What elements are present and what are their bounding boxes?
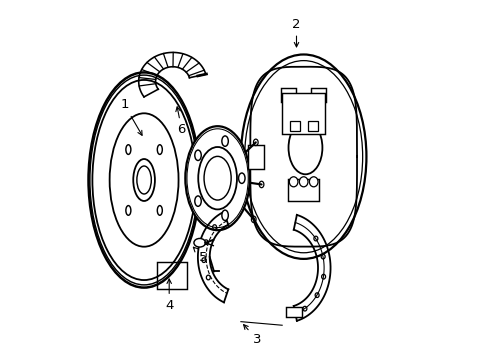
Ellipse shape: [238, 173, 244, 183]
FancyBboxPatch shape: [281, 88, 296, 102]
Ellipse shape: [88, 72, 199, 288]
Ellipse shape: [222, 210, 228, 220]
Ellipse shape: [185, 126, 249, 230]
Text: 2: 2: [292, 18, 300, 47]
Ellipse shape: [194, 238, 205, 247]
Ellipse shape: [299, 177, 307, 187]
FancyBboxPatch shape: [289, 121, 299, 131]
Ellipse shape: [203, 156, 231, 200]
Text: 5: 5: [193, 247, 207, 264]
FancyBboxPatch shape: [285, 307, 301, 317]
Ellipse shape: [125, 206, 131, 215]
Ellipse shape: [157, 206, 162, 215]
Ellipse shape: [288, 121, 322, 174]
Ellipse shape: [157, 145, 162, 154]
Ellipse shape: [194, 150, 201, 161]
Ellipse shape: [198, 147, 237, 210]
Text: 1: 1: [120, 98, 142, 135]
Ellipse shape: [125, 145, 131, 154]
Ellipse shape: [309, 177, 317, 187]
FancyBboxPatch shape: [307, 121, 317, 131]
Ellipse shape: [289, 177, 297, 187]
Ellipse shape: [194, 196, 201, 206]
FancyBboxPatch shape: [287, 179, 319, 201]
FancyBboxPatch shape: [281, 93, 325, 134]
Ellipse shape: [137, 166, 151, 194]
Ellipse shape: [133, 159, 155, 201]
Text: 6: 6: [176, 107, 185, 136]
FancyBboxPatch shape: [247, 145, 263, 168]
FancyBboxPatch shape: [310, 88, 325, 102]
Text: 3: 3: [243, 325, 261, 346]
Ellipse shape: [241, 54, 366, 259]
Ellipse shape: [222, 136, 228, 146]
Text: 4: 4: [164, 279, 173, 312]
